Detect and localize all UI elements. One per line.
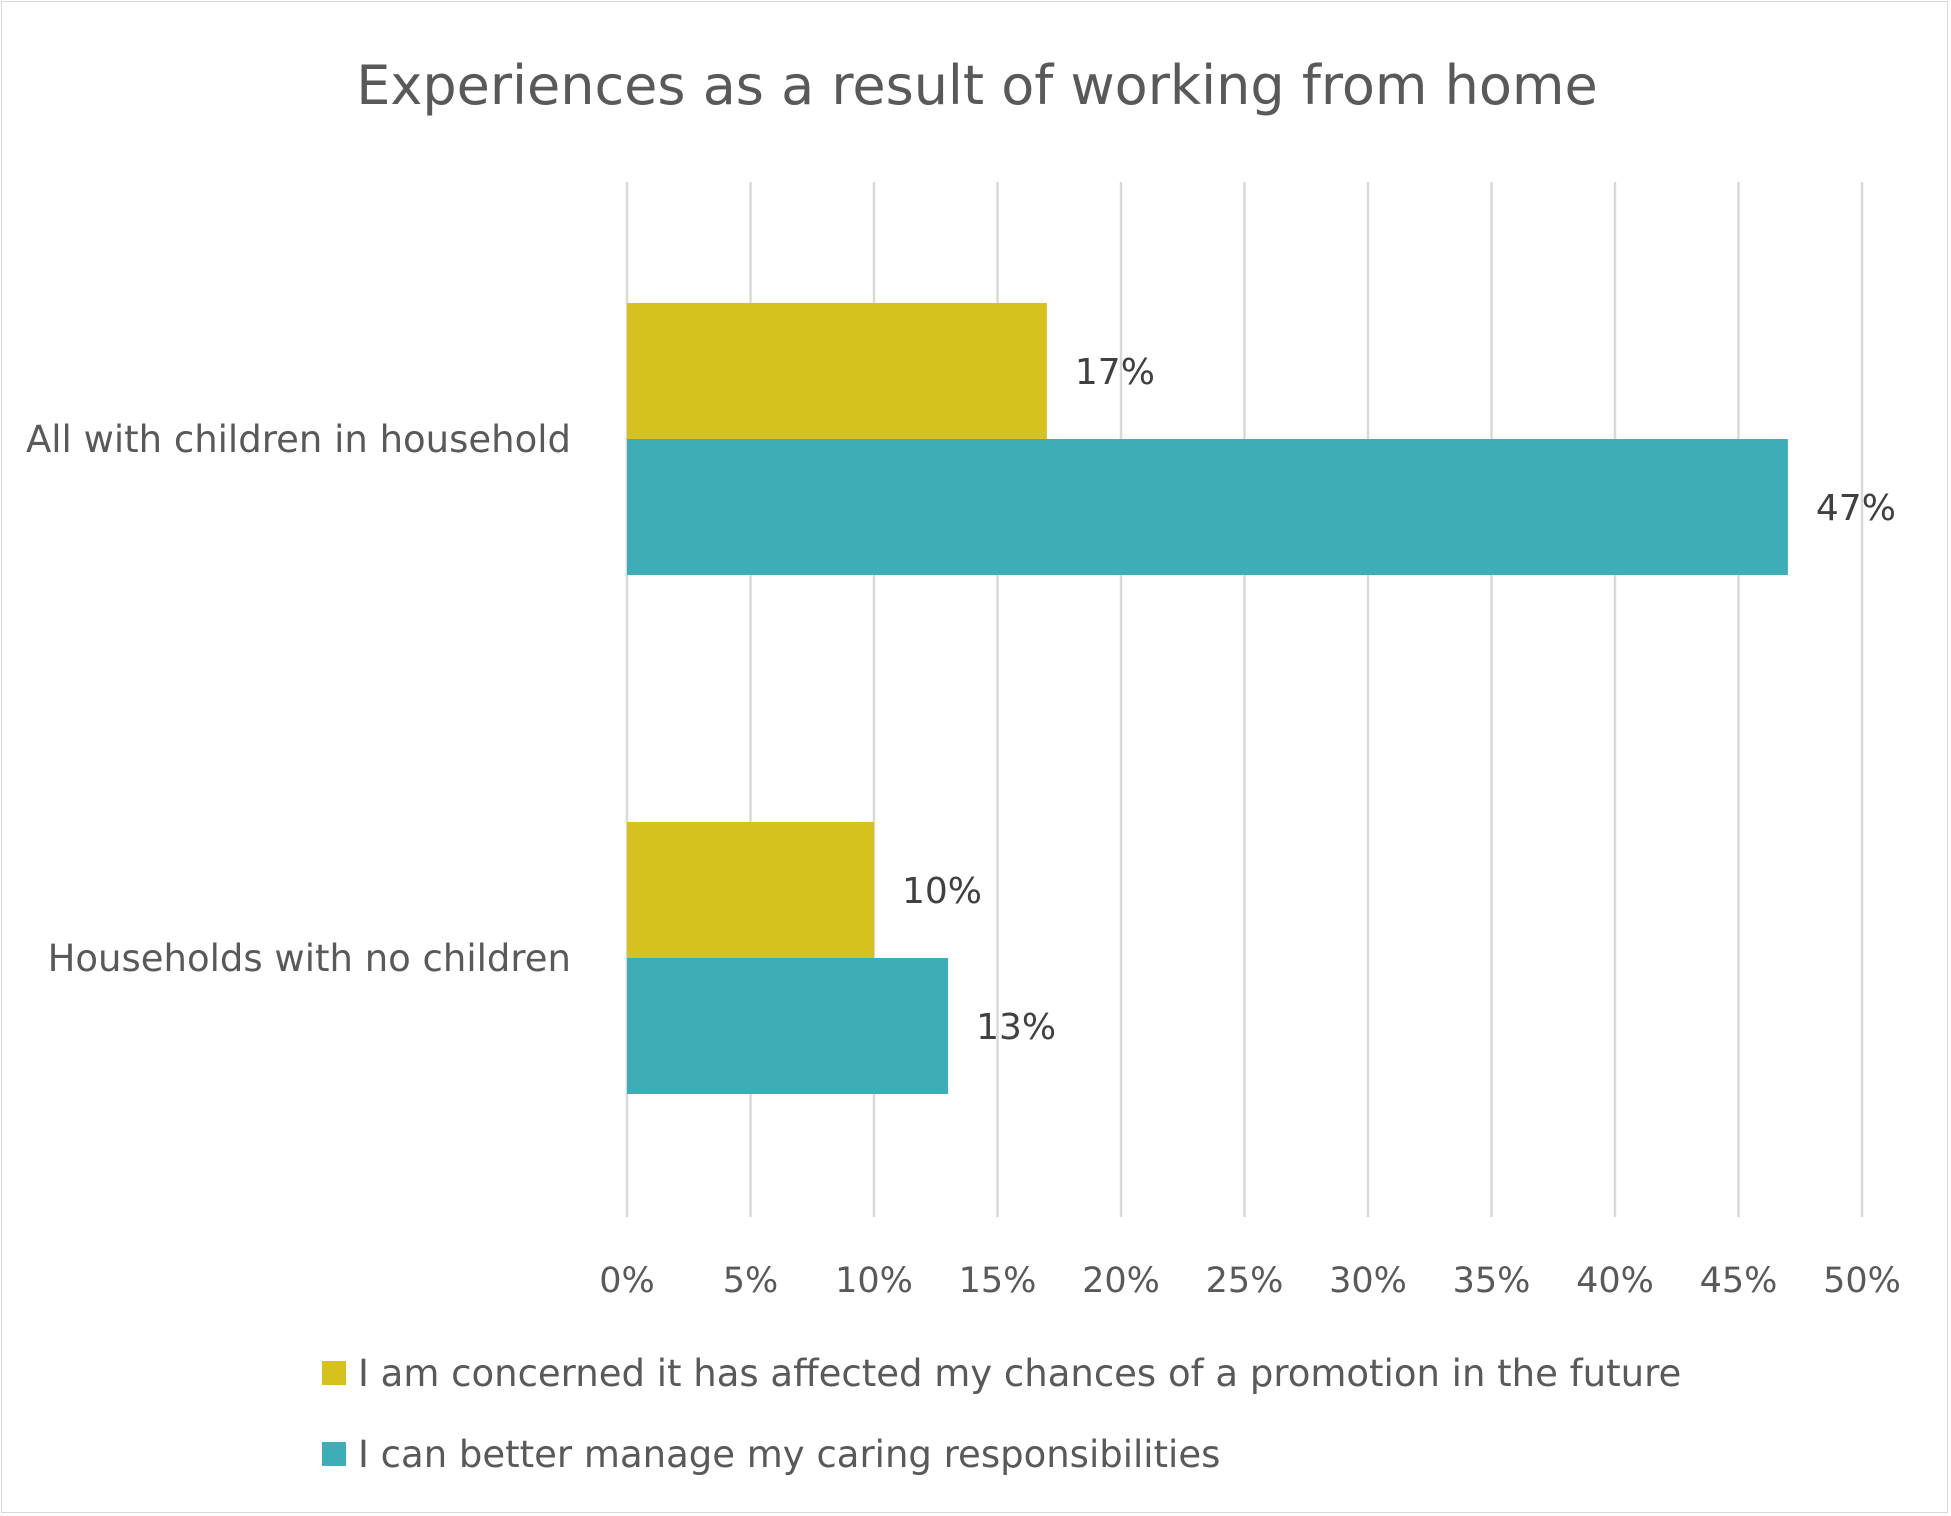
x-tick-label: 5% — [723, 1261, 779, 1301]
value-axis: 0% 5% 10% 15% 20% 25% 30% 35% 40% 45% 50% — [599, 1261, 1901, 1301]
legend-label: I can better manage my caring responsibi… — [358, 1433, 1220, 1476]
category-label: All with children in household — [26, 418, 571, 461]
legend-swatch — [322, 1442, 346, 1466]
bar — [627, 822, 874, 958]
x-tick-label: 0% — [599, 1261, 655, 1301]
bars — [627, 303, 1788, 1094]
bar — [627, 439, 1788, 575]
x-tick-label: 40% — [1576, 1261, 1654, 1301]
data-label: 47% — [1816, 488, 1896, 529]
x-tick-label: 25% — [1206, 1261, 1284, 1301]
legend: I am concerned it has affected my chance… — [322, 1352, 1681, 1476]
data-label: 10% — [902, 871, 982, 912]
x-tick-label: 45% — [1700, 1261, 1778, 1301]
x-tick-label: 10% — [835, 1261, 913, 1301]
chart-title: Experiences as a result of working from … — [356, 54, 1598, 117]
data-label: 13% — [976, 1007, 1056, 1048]
category-axis: All with children in household Households… — [26, 418, 571, 980]
legend-swatch — [322, 1361, 346, 1385]
x-tick-label: 30% — [1329, 1261, 1407, 1301]
data-labels: 17% 47% 10% 13% — [902, 352, 1896, 1048]
x-tick-label: 20% — [1082, 1261, 1160, 1301]
bar — [627, 303, 1047, 439]
legend-label: I am concerned it has affected my chance… — [358, 1352, 1681, 1395]
x-tick-label: 15% — [959, 1261, 1037, 1301]
x-tick-label: 50% — [1823, 1261, 1901, 1301]
x-tick-label: 35% — [1453, 1261, 1531, 1301]
bar — [627, 958, 949, 1094]
category-label: Households with no children — [48, 937, 571, 980]
data-label: 17% — [1075, 352, 1155, 393]
